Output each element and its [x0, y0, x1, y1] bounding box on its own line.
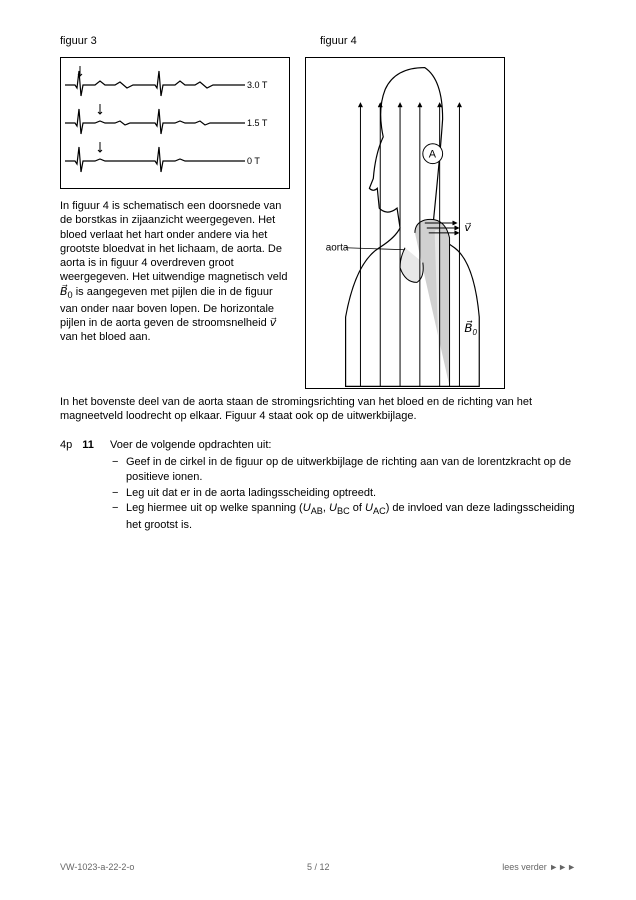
ecg-label-0t: 0 T	[247, 156, 260, 166]
ecg-label-3t: 3.0 T	[247, 80, 267, 90]
u-ab-sub: AB	[311, 506, 323, 516]
b-sub: 0	[68, 290, 73, 300]
b0-label: B⃗0	[464, 321, 477, 337]
para-n-2: Het uitwendige magnetisch veld	[132, 271, 287, 283]
figure-3: 3.0 T 1.5 T 0 T	[60, 57, 290, 189]
q3-sep2: of	[350, 502, 365, 514]
question-intro: Voer de volgende opdrachten uit:	[110, 438, 576, 453]
u-bc-sub: BC	[337, 506, 350, 516]
b-symbol: B⃗	[60, 286, 68, 298]
question-item-3: Leg hiermee uit op welke spanning (UAB, …	[126, 501, 576, 533]
fig3-label: figuur 3	[60, 35, 320, 47]
footer-center: 5 / 12	[307, 862, 330, 872]
ecg-trace-3t	[65, 66, 245, 104]
q3-pre: Leg hiermee uit op welke spanning (	[126, 502, 303, 514]
u-ac-sub: AC	[373, 506, 386, 516]
para-n-3: is aangegeven met pijlen die in de figuu…	[60, 286, 274, 329]
u-ab: U	[303, 502, 311, 514]
question-item-1: Geef in de cirkel in de figuur op de uit…	[126, 455, 576, 486]
ecg-trace-0t	[65, 142, 245, 180]
fig4-label: figuur 4	[320, 35, 576, 47]
footer-left: VW-1023-a-22-2-o	[60, 862, 134, 872]
question-number: 11	[82, 438, 94, 534]
u-bc: U	[329, 502, 337, 514]
para-n-4: van het bloed aan.	[60, 331, 151, 343]
ecg-label-1.5t: 1.5 T	[247, 118, 267, 128]
u-ac: U	[365, 502, 373, 514]
circle-a-label: A	[429, 149, 437, 161]
question-item-2: Leg uit dat er in de aorta ladingsscheid…	[126, 486, 576, 501]
question-points: 4p	[60, 438, 72, 534]
footer-right: lees verder ►►►	[502, 862, 576, 872]
v-symbol: v⃗	[270, 317, 277, 329]
paragraph-narrow: In figuur 4 is schematisch een doorsnede…	[60, 199, 290, 345]
v-label: v⃗	[464, 222, 471, 234]
ecg-trace-1.5t	[65, 104, 245, 142]
aorta-label: aorta	[326, 243, 349, 254]
figure-4: A aorta v⃗ B⃗0	[305, 57, 505, 389]
paragraph-wide: In het bovenste deel van de aorta staan …	[60, 395, 576, 424]
